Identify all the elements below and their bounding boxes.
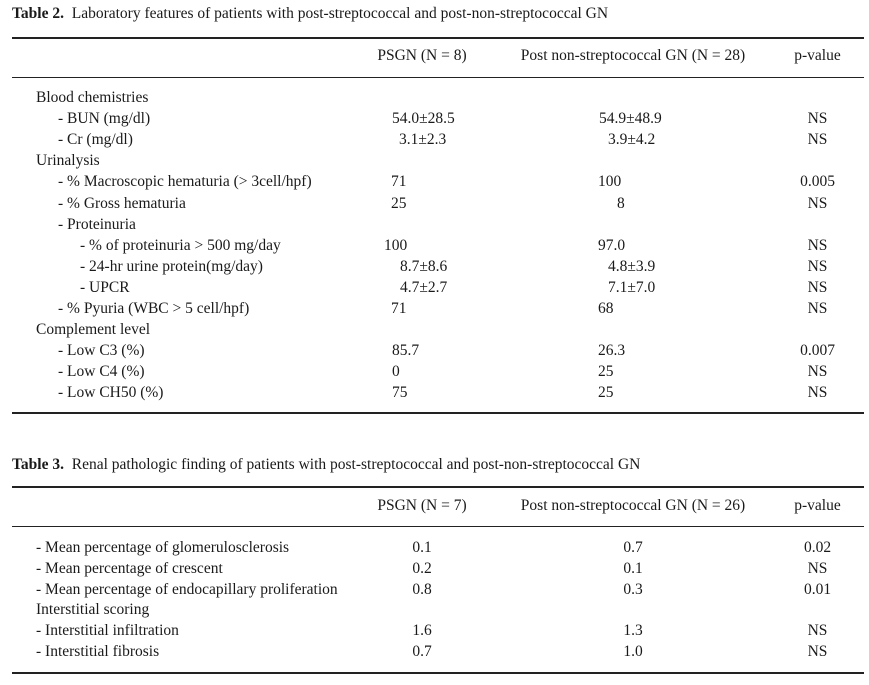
table3-header-pvalue: p-value — [794, 497, 841, 514]
table3-cell-post: 0.3 — [623, 580, 643, 598]
table2-cell-pvalue: NS — [807, 194, 828, 212]
table2-row-label: - % Pyuria (WBC > 5 cell/hpf) — [58, 300, 250, 317]
table3-header-psgn: PSGN (N = 7) — [377, 497, 467, 514]
table3-cell-pvalue: 0.01 — [803, 580, 832, 598]
table2-cell-psgn: 25 — [391, 194, 407, 212]
table2-cell-pvalue: NS — [807, 278, 828, 296]
table2-cell-post: 7.1±7.0 — [608, 278, 656, 296]
table2-row-label: - 24-hr urine protein(mg/day) — [80, 257, 263, 275]
table2-cell-psgn: 85.7 — [392, 342, 420, 360]
table3-cell-post: 1.0 — [623, 643, 643, 660]
table3-cell-post: 0.7 — [623, 539, 643, 556]
table3-cell-psgn: 0.2 — [412, 559, 432, 577]
table2-header-rule — [12, 77, 864, 78]
table2-header-post: Post non-streptococcal GN (N = 28) — [520, 47, 746, 64]
table2-cell-post: 26.3 — [598, 342, 626, 360]
table3-row-label: - Interstitial infiltration — [36, 622, 179, 640]
table2-header-psgn: PSGN (N = 8) — [377, 47, 467, 64]
table2-cell-pvalue: 0.005 — [800, 173, 835, 191]
table3-row-label: - Mean percentage of glomerulosclerosis — [36, 539, 290, 556]
table3-row-label: Interstitial scoring — [36, 601, 150, 619]
table2-cell-psgn: 4.7±2.7 — [400, 278, 448, 296]
table3-cell-psgn: 0.8 — [412, 580, 432, 598]
table2-header-pvalue: p-value — [794, 47, 841, 64]
table2-row-label: - Low C4 (%) — [58, 363, 145, 381]
table2-cell-pvalue: NS — [807, 384, 828, 402]
table2-cell-psgn: 75 — [392, 384, 408, 402]
table2-cell-post: 54.9±48.9 — [599, 110, 662, 128]
table2-cell-psgn: 71 — [391, 173, 407, 191]
table2-row-label: - BUN (mg/dl) — [58, 110, 151, 128]
table2-row-label: - % Macroscopic hematuria (> 3cell/hpf) — [58, 173, 312, 191]
table2-row-label: - Low CH50 (%) — [58, 384, 164, 402]
table3-cell-pvalue: NS — [807, 559, 828, 577]
table2-row-label: Urinalysis — [36, 152, 100, 170]
table2-top-rule — [12, 37, 864, 39]
table2-cell-pvalue: NS — [807, 363, 828, 381]
table2-cell-psgn: 100 — [384, 236, 408, 254]
table3-row-label: - Mean percentage of crescent — [36, 559, 223, 577]
table2-cell-pvalue: NS — [807, 131, 828, 149]
table2-cell-pvalue: NS — [807, 300, 828, 317]
table3-cell-pvalue: 0.02 — [803, 539, 832, 556]
table3-label: Table 3. — [12, 456, 64, 473]
table3-cell-pvalue: NS — [807, 622, 828, 640]
table2-row-label: Complement level — [36, 321, 151, 339]
table2-cell-post: 97.0 — [598, 236, 626, 254]
table2-cell-post: 100 — [598, 173, 622, 191]
table2-row-label: - % Gross hematuria — [58, 194, 186, 212]
table2-cell-post: 8 — [617, 194, 625, 212]
table2-row-label: - % of proteinuria > 500 mg/day — [80, 236, 281, 254]
table3-top-rule — [12, 486, 864, 488]
table3-cell-post: 0.1 — [623, 559, 643, 577]
table2-cell-post: 4.8±3.9 — [608, 257, 656, 275]
table2-bottom-rule — [12, 412, 864, 414]
table2-cell-pvalue: 0.007 — [800, 342, 835, 360]
table2-cell-pvalue: NS — [807, 236, 828, 254]
table2-row-label: - Low C3 (%) — [58, 342, 145, 360]
table2-cell-psgn: 0 — [392, 363, 400, 381]
table3-caption: Table 3. Renal pathologic finding of pat… — [12, 456, 640, 474]
table2-row-label: - Cr (mg/dl) — [58, 131, 133, 149]
table3-title: Renal pathologic finding of patients wit… — [71, 456, 641, 473]
table2-row-label: - UPCR — [80, 278, 130, 296]
table2-cell-psgn: 3.1±2.3 — [399, 131, 447, 149]
table3-header-rule — [12, 526, 864, 527]
table3-bottom-rule — [12, 672, 864, 674]
table3-row-label: - Mean percentage of endocapillary proli… — [36, 580, 338, 598]
table3-cell-psgn: 1.6 — [412, 622, 432, 640]
table2-cell-post: 68 — [598, 300, 614, 317]
table2-cell-psgn: 54.0±28.5 — [392, 110, 455, 128]
table2-cell-pvalue: NS — [807, 257, 828, 275]
table3-row-label: - Interstitial fibrosis — [36, 643, 160, 660]
table3-cell-post: 1.3 — [623, 622, 643, 640]
table2-caption: Table 2. Laboratory features of patients… — [12, 5, 608, 23]
table2-cell-pvalue: NS — [807, 110, 828, 128]
table3-header-post: Post non-streptococcal GN (N = 26) — [520, 497, 746, 514]
table2-title: Laboratory features of patients with pos… — [71, 5, 609, 22]
table3-cell-psgn: 0.7 — [412, 643, 432, 660]
table3-cell-pvalue: NS — [807, 643, 828, 660]
table2-row-label: - Proteinuria — [58, 215, 136, 233]
table2-cell-psgn: 8.7±8.6 — [400, 257, 448, 275]
table2-cell-post: 3.9±4.2 — [608, 131, 656, 149]
table2-cell-psgn: 71 — [391, 300, 407, 317]
table2-cell-post: 25 — [598, 384, 614, 402]
table2-row-label: Blood chemistries — [36, 89, 149, 106]
table3-cell-psgn: 0.1 — [412, 539, 432, 556]
table2-cell-post: 25 — [598, 363, 614, 381]
table2-label: Table 2. — [12, 5, 64, 22]
